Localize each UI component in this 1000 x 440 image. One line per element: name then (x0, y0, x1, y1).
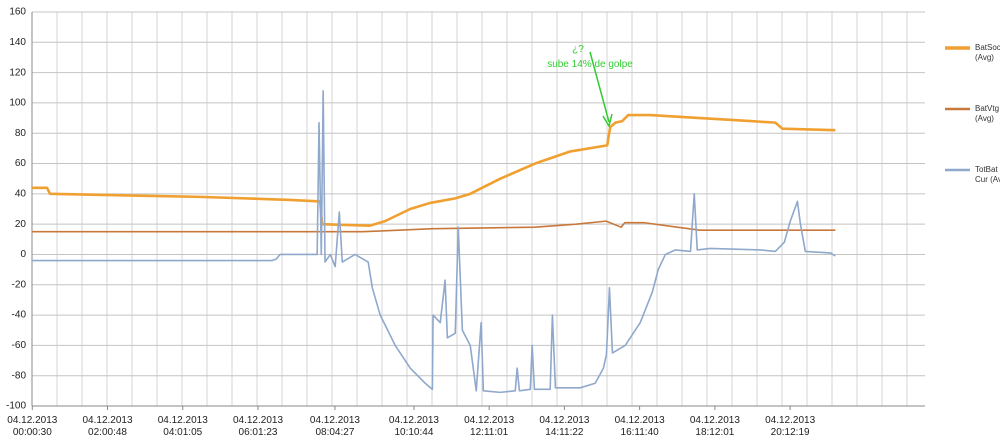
x-tick-label: 04.12.2013 18:12:01 (689, 415, 740, 438)
x-tick-label: 04.12.2013 02:00:48 (82, 415, 133, 438)
x-tick-label: 04.12.2013 16:11:40 (614, 415, 665, 438)
series-line (32, 220, 836, 233)
y-tick-label: 160 (9, 7, 26, 18)
annotation-arrow (589, 51, 610, 123)
x-tick-label: 04.12.2013 20:12:19 (765, 415, 816, 438)
y-tick-label: -40 (12, 310, 27, 321)
y-tick-label: 20 (15, 219, 27, 230)
legend-label: BatVtg (Avg) (975, 104, 1000, 123)
legend-label: BatSoc (Avg) (975, 43, 1000, 62)
x-tick-label: 04.12.2013 04:01:05 (157, 415, 208, 438)
x-tick-label: 04.12.2013 14:11:22 (539, 415, 590, 438)
annotation-arrowhead (602, 113, 613, 128)
y-tick-label: -100 (6, 401, 26, 412)
series-line (32, 90, 836, 394)
series-line (32, 113, 836, 227)
legend-label: TotBat Cur (Avg) (975, 165, 1000, 184)
annotation: ¿? (572, 44, 584, 55)
x-tick-label: 04.12.2013 06:01:23 (232, 415, 284, 438)
x-tick-label: 04.12.2013 12:11:01 (464, 415, 515, 438)
x-tick-label: 04.12.2013 00:00:30 (7, 415, 58, 438)
y-tick-label: 120 (9, 67, 26, 78)
y-tick-label: -20 (12, 279, 27, 290)
y-tick-label: 60 (15, 158, 27, 169)
y-tick-label: 40 (15, 188, 27, 199)
y-tick-label: -60 (12, 340, 27, 351)
annotation: sube 14% de golpe (547, 59, 633, 70)
y-tick-label: 140 (9, 37, 26, 48)
y-tick-label: 80 (15, 128, 27, 139)
y-tick-label: 0 (20, 249, 26, 260)
y-tick-label: 100 (9, 98, 26, 109)
x-tick-label: 04.12.2013 10:10:44 (388, 415, 439, 438)
y-tick-label: -80 (12, 370, 27, 381)
x-tick-label: 04.12.2013 08:04:27 (309, 415, 360, 438)
